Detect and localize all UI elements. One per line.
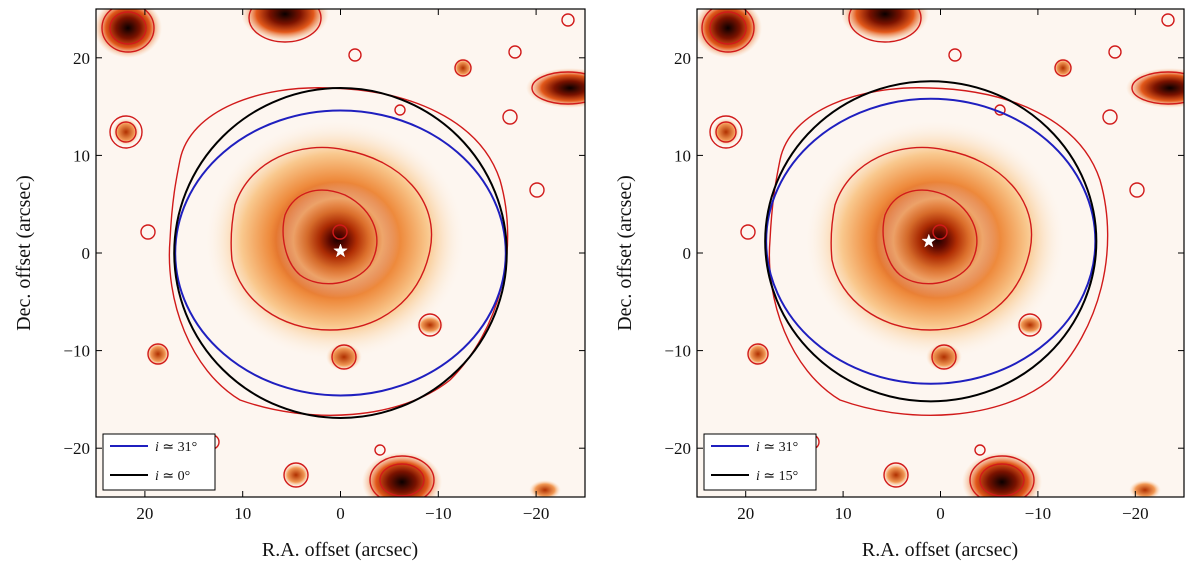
x-tick-label: 0: [336, 504, 345, 523]
x-tick-label: −10: [1025, 504, 1052, 523]
right-x-axis-label: R.A. offset (arcsec): [862, 539, 1018, 561]
x-tick-label: −20: [1122, 504, 1149, 523]
left-ellipse-i0: [173, 87, 508, 419]
x-tick-label: 20: [136, 504, 153, 523]
y-tick-label: −10: [63, 342, 90, 361]
left-y-axis-label: Dec. offset (arcsec): [13, 175, 35, 331]
x-tick-label: 10: [234, 504, 251, 523]
left-star-marker: [333, 243, 348, 258]
right-legend-label-i15: i ≃ 15°: [756, 469, 798, 484]
left-x-axis-label: R.A. offset (arcsec): [262, 539, 418, 561]
left-image: [96, 9, 585, 497]
x-tick-label: 0: [936, 504, 945, 523]
left-legend-label-i0: i ≃ 0°: [155, 469, 190, 484]
right-y-ticks: 20 10 0 −10 −20: [664, 49, 1184, 458]
left-y-ticks: 20 10 0 −10 −20: [63, 49, 585, 458]
left-legend-box: [102, 433, 216, 491]
y-tick-label: 10: [73, 146, 90, 165]
right-legend-box: [703, 433, 817, 491]
right-legend-label-i31: i ≃ 31°: [756, 440, 798, 455]
y-tick-label: 20: [73, 49, 90, 68]
left-legend-label-i31: i ≃ 31°: [155, 440, 197, 455]
left-panel: 20 10 0 −10 −20 20 10 0 −10 −20 R.A. offset (arc…: [13, 8, 586, 561]
left-legend: i ≃ 31° i ≃ 0°: [102, 433, 216, 491]
x-tick-label: 10: [835, 504, 852, 523]
right-ellipse-i15: [764, 80, 1098, 403]
y-tick-label: 10: [674, 146, 691, 165]
right-star-marker: [921, 233, 937, 248]
y-tick-label: 0: [683, 244, 692, 263]
x-tick-label: −10: [425, 504, 452, 523]
right-image: [697, 9, 1184, 497]
right-panel: 20 10 0 −10 −20 20 10 0 −10 −20 R.A. offset (arc…: [614, 8, 1185, 561]
y-tick-label: 20: [674, 49, 691, 68]
y-tick-label: −20: [664, 439, 691, 458]
right-legend: i ≃ 31° i ≃ 15°: [703, 433, 817, 491]
right-x-ticks: 20 10 0 −10 −20: [737, 9, 1149, 523]
y-tick-label: 0: [82, 244, 91, 263]
right-y-axis-label: Dec. offset (arcsec): [614, 175, 636, 331]
y-tick-label: −20: [63, 439, 90, 458]
left-x-ticks: 20 10 0 −10 −20: [136, 9, 549, 523]
x-tick-label: 20: [737, 504, 754, 523]
y-tick-label: −10: [664, 342, 691, 361]
x-tick-label: −20: [523, 504, 550, 523]
